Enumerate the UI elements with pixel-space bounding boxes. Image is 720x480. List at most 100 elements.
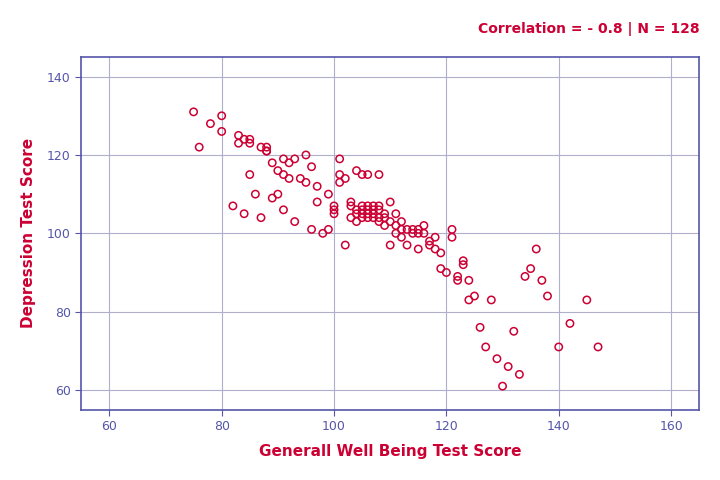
Point: [334, 171, 346, 179]
X-axis label: Generall Well Being Test Score: Generall Well Being Test Score: [259, 444, 521, 459]
Point: [356, 214, 368, 221]
Point: [227, 202, 238, 210]
Point: [244, 171, 256, 179]
Point: [379, 214, 390, 221]
Point: [435, 249, 446, 257]
Point: [356, 210, 368, 217]
Point: [424, 241, 436, 249]
Point: [340, 175, 351, 182]
Point: [345, 198, 356, 206]
Point: [238, 135, 250, 143]
Point: [233, 132, 244, 139]
Point: [401, 241, 413, 249]
Point: [323, 226, 334, 233]
Point: [452, 273, 464, 280]
Point: [351, 167, 362, 174]
Point: [407, 226, 418, 233]
Point: [390, 229, 402, 237]
Point: [553, 343, 564, 351]
Point: [463, 296, 474, 304]
Point: [244, 139, 256, 147]
Point: [328, 210, 340, 217]
Point: [418, 222, 430, 229]
Point: [457, 257, 469, 264]
Point: [519, 273, 531, 280]
Point: [368, 202, 379, 210]
Point: [413, 229, 424, 237]
Point: [328, 202, 340, 210]
Point: [362, 210, 374, 217]
Point: [564, 320, 576, 327]
Point: [284, 159, 295, 167]
Point: [491, 355, 503, 362]
Point: [401, 226, 413, 233]
Point: [508, 327, 520, 335]
Point: [284, 175, 295, 182]
Point: [469, 292, 480, 300]
Point: [413, 245, 424, 253]
Point: [581, 296, 593, 304]
Point: [306, 226, 318, 233]
Point: [345, 202, 356, 210]
Point: [474, 324, 486, 331]
Point: [204, 120, 216, 128]
Point: [334, 155, 346, 163]
Point: [356, 206, 368, 214]
Point: [362, 171, 374, 179]
Point: [513, 371, 525, 378]
Point: [362, 202, 374, 210]
Point: [435, 265, 446, 273]
Point: [593, 343, 604, 351]
Point: [541, 292, 553, 300]
Point: [216, 112, 228, 120]
Point: [312, 182, 323, 190]
Point: [429, 233, 441, 241]
Point: [463, 276, 474, 284]
Point: [278, 206, 289, 214]
Point: [457, 261, 469, 268]
Point: [362, 206, 374, 214]
Point: [351, 218, 362, 226]
Point: [429, 245, 441, 253]
Point: [396, 233, 408, 241]
Point: [266, 194, 278, 202]
Point: [266, 159, 278, 167]
Point: [446, 233, 458, 241]
Point: [373, 171, 384, 179]
Point: [289, 155, 300, 163]
Point: [300, 179, 312, 186]
Point: [250, 190, 261, 198]
Point: [362, 214, 374, 221]
Point: [323, 190, 334, 198]
Point: [351, 210, 362, 217]
Point: [384, 241, 396, 249]
Point: [356, 202, 368, 210]
Point: [384, 198, 396, 206]
Point: [485, 296, 497, 304]
Point: [356, 171, 368, 179]
Text: Correlation = - 0.8 | N = 128: Correlation = - 0.8 | N = 128: [477, 22, 699, 36]
Point: [345, 214, 356, 221]
Point: [317, 229, 328, 237]
Point: [261, 144, 272, 151]
Point: [233, 139, 244, 147]
Point: [531, 245, 542, 253]
Point: [525, 265, 536, 273]
Point: [497, 382, 508, 390]
Point: [278, 155, 289, 163]
Point: [334, 179, 346, 186]
Point: [294, 175, 306, 182]
Point: [441, 269, 452, 276]
Point: [379, 210, 390, 217]
Point: [446, 226, 458, 233]
Point: [272, 167, 284, 174]
Point: [194, 144, 205, 151]
Point: [368, 206, 379, 214]
Point: [368, 210, 379, 217]
Y-axis label: Depression Test Score: Depression Test Score: [21, 138, 36, 328]
Point: [373, 214, 384, 221]
Point: [396, 218, 408, 226]
Point: [244, 135, 256, 143]
Point: [379, 222, 390, 229]
Point: [306, 163, 318, 170]
